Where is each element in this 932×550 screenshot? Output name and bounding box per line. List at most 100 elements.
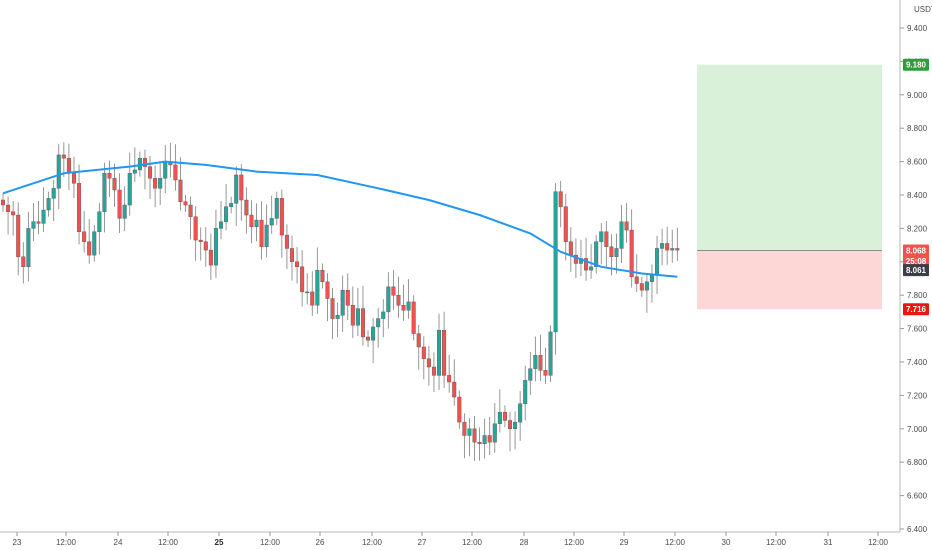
candle-body (21, 256, 26, 268)
candle-body (254, 219, 259, 227)
currency-label: USDT (914, 5, 932, 14)
candle-body (112, 178, 117, 191)
candle-body (533, 355, 538, 369)
x-axis-ticks: 23 12:00 24 12:00 25 12:00 26 12:00 27 12:00 28 12:… (13, 532, 889, 547)
candle-body (11, 211, 16, 216)
candle-body (31, 221, 36, 229)
price-tag (903, 303, 929, 316)
candle-body (452, 381, 457, 398)
candle-body (148, 166, 153, 179)
y-tick-label: 8.400 (907, 191, 928, 200)
candle-body (401, 305, 406, 311)
candle-body (82, 231, 87, 242)
target-zone[interactable] (697, 64, 882, 251)
candle-body (568, 241, 573, 256)
y-tick-label: 6.400 (907, 525, 928, 534)
y-tick-label: 8.200 (907, 224, 928, 233)
candle-body (142, 158, 147, 167)
candle-body (234, 174, 239, 204)
candle-body (523, 380, 528, 404)
candle-body (219, 221, 224, 229)
candle-body (670, 248, 675, 251)
candle-body (173, 164, 178, 181)
x-tick-label: 31 (824, 538, 833, 547)
candle-body (421, 346, 426, 359)
candle-body (163, 161, 168, 179)
candle-body (416, 333, 421, 348)
candle-body (56, 154, 61, 189)
candle-body (284, 234, 289, 249)
candle-body (548, 331, 553, 376)
candle-body (371, 326, 376, 341)
candle-body (457, 396, 462, 423)
candle-body (107, 173, 112, 179)
x-tick-label: 12:00 (665, 538, 686, 547)
moving-average-series (2, 160, 678, 278)
price-tag (903, 264, 929, 277)
x-tick-label: 12:00 (260, 538, 281, 547)
candle-body (87, 241, 92, 256)
candle-body (315, 269, 320, 306)
candle-body (259, 219, 264, 247)
candle-body (366, 336, 371, 341)
candle-body (158, 178, 163, 189)
y-axis-ticks: 6.400 6.600 6.800 7.000 7.200 7.400 7.600 7.800… (900, 24, 928, 534)
candle-body (229, 203, 234, 207)
candle-body (213, 228, 218, 266)
candle-body (305, 291, 310, 294)
stop-zone[interactable] (697, 250, 882, 310)
candle-body (462, 421, 467, 436)
price-tag-label: 9.180 (906, 61, 927, 70)
moving-average-line (2, 160, 678, 278)
candle-body (411, 301, 416, 334)
x-tick-label: 12:00 (56, 538, 77, 547)
y-tick-label: 9.000 (907, 91, 928, 100)
candle-body (386, 286, 391, 313)
candle-body (335, 315, 340, 319)
candle-body (244, 199, 249, 216)
candle-body (239, 174, 244, 201)
y-tick-label: 6.800 (907, 458, 928, 467)
candle-body (264, 224, 269, 247)
price-tag-label: 8.061 (906, 266, 927, 275)
candle-body (345, 289, 350, 306)
price-tag (903, 244, 929, 257)
price-tag-label: 8.068 (906, 246, 927, 255)
candle-body (92, 231, 97, 256)
y-tick-label: 7.000 (907, 425, 928, 434)
candle-body (497, 411, 502, 424)
candle-body (26, 228, 31, 268)
candle-body (614, 248, 619, 257)
candle-body (203, 241, 208, 251)
x-tick-label: 29 (620, 538, 629, 547)
x-tick-label: 23 (13, 538, 22, 547)
y-tick-label: 6.600 (907, 492, 928, 501)
y-tick-label: 9.400 (907, 24, 928, 33)
y-tick-label: 7.600 (907, 325, 928, 334)
candle-body (325, 281, 330, 299)
candle-body (472, 428, 477, 443)
price-tag-label: 7.716 (906, 305, 927, 314)
candle-body (289, 248, 294, 263)
candle-body (563, 206, 568, 242)
risk-reward-zones[interactable] (697, 64, 882, 310)
candle-body (619, 221, 624, 249)
candle-body (624, 221, 629, 231)
candle-body (6, 204, 11, 212)
candle-body (406, 301, 411, 311)
candle-body (543, 370, 548, 376)
candle-body (649, 274, 654, 283)
x-tick-label: 12:00 (158, 538, 179, 547)
candle-body (599, 231, 604, 242)
candle-body (396, 295, 401, 306)
price-tag-label: 25:08 (906, 257, 927, 266)
candle-body (355, 308, 360, 326)
candle-body (431, 366, 436, 376)
candle-body (320, 269, 325, 283)
candle-body (381, 311, 386, 319)
candle-body (46, 198, 51, 211)
candle-body (132, 169, 137, 174)
candle-body (249, 214, 254, 227)
y-tick-label: 7.200 (907, 391, 928, 400)
